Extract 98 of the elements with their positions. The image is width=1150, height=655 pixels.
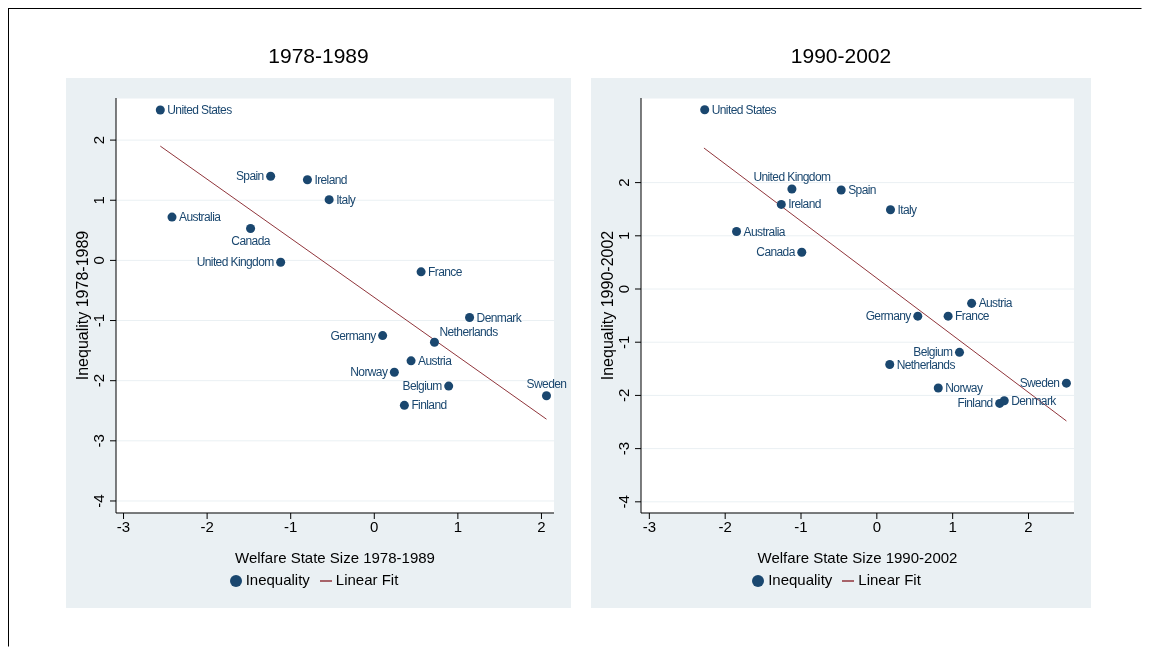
annotation: Belgium [402,379,443,394]
annotation: Austria [418,353,453,368]
point [836,185,846,195]
legend-label: Inequality [245,571,310,588]
x-tick-label: -2 [200,517,214,535]
x-tick-label: -3 [116,517,131,535]
point [378,331,388,341]
annotation: Germany [865,309,912,324]
x-tick-label: 1 [453,517,463,535]
point [302,175,312,185]
x-tick-label: 1 [948,517,957,535]
legend-label: Linear Fit [335,571,399,588]
annotation: France [955,309,990,324]
annotation: Belgium [913,345,954,360]
annotation: Germany [330,328,377,343]
x-axis-title: Welfare State Size 1978-1989 [235,549,435,566]
annotation: Australia [743,224,786,239]
y-tick-label: -2 [615,388,632,403]
annotation: France [428,264,463,279]
point [324,195,334,205]
point [797,247,807,257]
point [1061,378,1071,388]
legend-label: Inequality [768,571,833,588]
y-axis-title: Inequality 1978-1989 [73,230,91,381]
point [954,347,965,357]
annotation: Austria [978,296,1013,311]
y-axis-title: Inequality 1990-2002 [598,230,616,381]
point [399,400,409,410]
chart-title: 1978-1989 [267,43,370,69]
annotation: Sweden [526,376,567,391]
point [700,105,710,115]
point [266,171,276,181]
y-tick-label: 0 [615,284,632,294]
point [943,311,953,321]
point [246,224,256,234]
annotation: Italy [897,202,918,217]
point [732,227,742,237]
annotation: Canada [231,233,271,248]
point [913,311,923,321]
x-tick-label: 2 [537,517,546,535]
legend-label: Linear Fit [858,571,921,588]
point [416,267,426,277]
annotation: Spain [848,183,876,198]
x-axis-title: Welfare State Size 1990-2002 [757,549,958,566]
x-tick-label: -1 [284,517,298,535]
point [541,391,551,401]
annotation: Ireland [314,172,347,187]
y-tick-label: -1 [615,335,632,349]
annotation: Sweden [1019,376,1060,391]
point [167,212,177,222]
point [389,367,399,377]
point [276,257,286,267]
y-tick-label: -2 [90,374,107,388]
chart-title: 1990-2002 [789,43,893,69]
annotation: Italy [336,192,356,207]
x-tick-label: 0 [370,517,379,535]
annotation: Norway [350,365,388,380]
y-tick-label: -3 [90,434,107,448]
x-tick-label: 2 [1024,517,1033,535]
point [776,199,786,209]
y-tick-label: 1 [90,196,107,205]
x-tick-label: -1 [794,517,808,535]
annotation: Canada [756,245,796,260]
point [885,360,895,370]
point [444,381,454,391]
annotation: United Kingdom [196,255,275,270]
annotation: Denmark [476,310,523,325]
x-tick-label: -3 [642,517,657,535]
y-tick-label: 2 [615,178,632,187]
point [933,383,943,393]
point [967,298,977,308]
annotation: Norway [945,380,983,395]
point [465,313,475,323]
x-tick-label: 0 [872,517,882,535]
annotation: Spain [235,169,264,184]
point [406,356,416,366]
point [885,205,895,215]
y-tick-label: -4 [90,494,107,508]
point [999,396,1009,406]
annotation: Finland [411,398,447,413]
x-tick-label: -2 [718,517,732,535]
annotation: United States [167,103,233,118]
point [429,337,439,347]
annotation: Australia [179,210,222,225]
y-tick-label: -4 [615,495,632,509]
annotation: Ireland [788,197,821,212]
annotation: Netherlands [896,357,956,372]
y-tick-label: 0 [90,256,107,265]
point [787,184,797,194]
annotation: Netherlands [439,325,499,340]
y-tick-label: -1 [90,313,107,328]
annotation: United States [711,102,777,117]
annotation: Finland [957,396,993,411]
y-tick-label: 2 [90,135,107,145]
y-tick-label: -3 [615,441,632,456]
point [155,105,165,115]
y-tick-label: 1 [615,231,632,240]
annotation: United Kingdom [753,169,831,184]
